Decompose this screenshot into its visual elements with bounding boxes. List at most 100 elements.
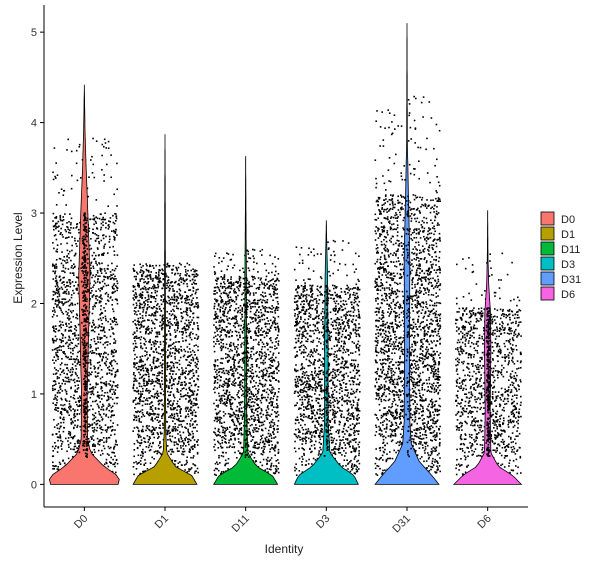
data-point <box>70 355 72 358</box>
data-point <box>258 341 260 344</box>
data-point <box>176 409 178 411</box>
data-point <box>151 313 153 315</box>
data-point <box>100 300 102 303</box>
data-point <box>225 391 228 393</box>
data-point <box>154 291 157 294</box>
data-point <box>192 394 195 396</box>
data-point <box>167 324 170 327</box>
data-point <box>159 353 162 355</box>
data-point <box>59 385 62 387</box>
data-point <box>268 439 271 442</box>
data-point <box>58 461 61 464</box>
data-point <box>261 305 264 307</box>
data-point <box>259 298 262 301</box>
data-point <box>111 349 113 352</box>
data-point <box>71 347 74 350</box>
data-point <box>87 438 90 440</box>
data-point <box>240 346 243 348</box>
data-point <box>54 175 56 178</box>
data-point <box>133 363 135 366</box>
data-point <box>97 347 99 349</box>
data-point <box>100 386 103 388</box>
data-point <box>249 292 252 294</box>
data-point <box>54 404 57 406</box>
data-point <box>277 327 280 330</box>
data-point <box>64 376 67 379</box>
data-point <box>140 421 142 423</box>
data-point <box>224 430 226 433</box>
data-point <box>70 311 73 314</box>
data-point <box>116 289 118 292</box>
data-point <box>142 272 145 275</box>
data-point <box>270 466 272 468</box>
data-point <box>249 316 251 319</box>
data-point <box>168 425 171 427</box>
data-point <box>255 319 257 321</box>
data-point <box>251 398 254 400</box>
data-point <box>170 361 172 364</box>
data-point <box>275 284 278 286</box>
data-point <box>55 372 58 374</box>
data-point <box>154 395 156 398</box>
data-point <box>277 273 280 275</box>
data-point <box>265 379 268 382</box>
data-point <box>229 306 231 309</box>
data-point <box>115 220 117 222</box>
data-point <box>77 339 79 341</box>
data-point <box>175 441 177 443</box>
data-point <box>89 264 92 266</box>
data-point <box>242 292 244 294</box>
data-point <box>185 313 188 316</box>
data-point <box>147 329 150 331</box>
data-point <box>92 308 94 310</box>
data-point <box>253 451 255 453</box>
data-point <box>153 345 156 347</box>
data-point <box>102 429 104 431</box>
data-point <box>67 300 70 303</box>
data-point <box>104 142 107 144</box>
data-point <box>253 385 256 387</box>
data-point <box>135 346 137 348</box>
data-point <box>216 382 219 384</box>
data-point <box>181 337 184 339</box>
data-point <box>138 299 141 302</box>
data-point <box>183 443 185 445</box>
data-point <box>63 403 66 406</box>
data-point <box>145 328 147 330</box>
data-point <box>134 307 136 309</box>
data-point <box>186 461 188 464</box>
data-point <box>189 408 191 411</box>
data-point <box>157 437 159 439</box>
data-point <box>241 358 243 360</box>
data-point <box>73 328 76 330</box>
data-point <box>174 295 176 298</box>
data-point <box>162 335 165 338</box>
data-point <box>186 394 189 397</box>
data-point <box>197 439 199 441</box>
data-point <box>142 311 144 313</box>
data-point <box>53 339 56 342</box>
data-point <box>276 309 279 311</box>
data-point <box>230 414 233 416</box>
data-point <box>175 319 178 321</box>
data-point <box>152 427 155 429</box>
data-point <box>220 320 222 322</box>
data-point <box>222 394 224 397</box>
data-point <box>155 426 157 429</box>
data-point <box>74 389 77 392</box>
data-point <box>259 399 262 402</box>
data-point <box>214 298 216 300</box>
data-point <box>95 274 98 276</box>
data-point <box>157 379 160 381</box>
data-point <box>252 405 255 407</box>
data-point <box>265 417 268 419</box>
data-point <box>192 457 194 459</box>
data-point <box>160 310 162 312</box>
data-point <box>233 433 235 436</box>
data-point <box>105 431 108 433</box>
data-point <box>246 363 249 365</box>
data-point <box>230 398 232 401</box>
data-point <box>238 422 241 425</box>
data-point <box>133 337 135 339</box>
data-point <box>147 382 150 385</box>
